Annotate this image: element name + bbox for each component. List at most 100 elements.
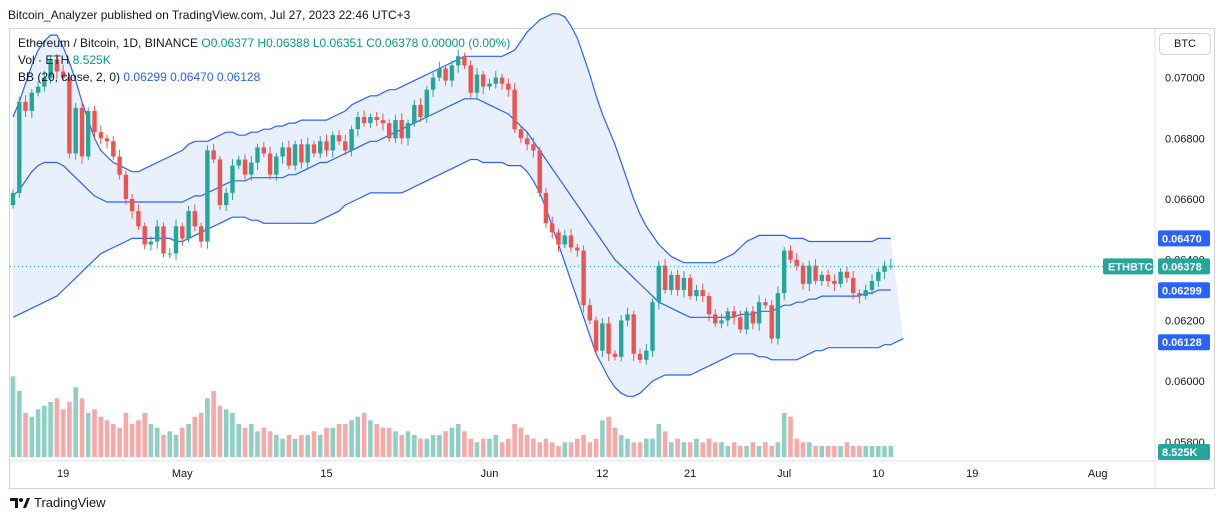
- candle[interactable]: [299, 144, 304, 163]
- candle[interactable]: [380, 120, 386, 124]
- candle[interactable]: [437, 68, 442, 78]
- candle[interactable]: [361, 117, 367, 124]
- candle[interactable]: [374, 117, 379, 120]
- candle[interactable]: [688, 277, 693, 297]
- candle[interactable]: [117, 156, 122, 175]
- candle[interactable]: [531, 144, 536, 151]
- candle[interactable]: [706, 296, 712, 315]
- candle[interactable]: [48, 59, 53, 78]
- candle[interactable]: [813, 265, 818, 281]
- candle[interactable]: [644, 350, 649, 360]
- candle[interactable]: [180, 226, 185, 239]
- candle[interactable]: [393, 120, 398, 139]
- candle[interactable]: [86, 111, 91, 157]
- candle[interactable]: [713, 314, 718, 324]
- candle[interactable]: [349, 129, 354, 151]
- candle[interactable]: [851, 277, 856, 294]
- candle[interactable]: [92, 111, 97, 133]
- candle[interactable]: [619, 320, 624, 357]
- candle[interactable]: [612, 353, 618, 357]
- candle[interactable]: [750, 311, 756, 324]
- candle[interactable]: [631, 314, 636, 354]
- candle[interactable]: [324, 141, 329, 151]
- candle[interactable]: [155, 226, 160, 242]
- candle[interactable]: [882, 265, 887, 272]
- candle[interactable]: [368, 117, 373, 124]
- candle[interactable]: [136, 211, 141, 227]
- candle[interactable]: [681, 277, 687, 290]
- volume-label[interactable]: Vol · ETH: [18, 53, 70, 67]
- candle[interactable]: [838, 271, 843, 284]
- candle[interactable]: [575, 247, 580, 251]
- candle[interactable]: [512, 89, 517, 130]
- candle[interactable]: [794, 259, 799, 266]
- candle[interactable]: [832, 280, 837, 284]
- candle[interactable]: [430, 77, 436, 90]
- candle[interactable]: [292, 144, 298, 166]
- candle[interactable]: [650, 302, 655, 351]
- candle[interactable]: [869, 280, 875, 290]
- candle[interactable]: [42, 77, 47, 87]
- candle[interactable]: [161, 226, 166, 254]
- candle[interactable]: [305, 144, 310, 163]
- candle[interactable]: [518, 129, 524, 139]
- candle[interactable]: [593, 320, 599, 351]
- candle[interactable]: [330, 135, 335, 151]
- candle[interactable]: [744, 311, 749, 330]
- candle[interactable]: [217, 159, 223, 206]
- candle[interactable]: [800, 265, 806, 284]
- candle[interactable]: [111, 141, 116, 157]
- candle[interactable]: [286, 147, 292, 166]
- candle[interactable]: [556, 232, 561, 245]
- candle[interactable]: [562, 235, 567, 245]
- candle[interactable]: [625, 314, 630, 321]
- bb-label[interactable]: BB (20, close, 2, 0): [18, 70, 121, 84]
- candle[interactable]: [224, 192, 229, 205]
- candle[interactable]: [418, 104, 423, 117]
- candle[interactable]: [700, 290, 705, 297]
- candle[interactable]: [731, 311, 737, 318]
- symbol-title[interactable]: Ethereum / Bitcoin, 1D, BINANCE: [18, 36, 199, 50]
- candle[interactable]: [462, 56, 467, 66]
- candle[interactable]: [857, 293, 862, 297]
- candle[interactable]: [587, 305, 592, 321]
- candle[interactable]: [819, 274, 824, 281]
- candle[interactable]: [35, 86, 41, 93]
- candle[interactable]: [550, 223, 555, 233]
- candle[interactable]: [73, 107, 78, 154]
- candle[interactable]: [167, 253, 172, 255]
- candle[interactable]: [211, 150, 216, 160]
- candle[interactable]: [399, 120, 404, 139]
- candle[interactable]: [775, 293, 781, 339]
- candle[interactable]: [261, 147, 266, 154]
- candle[interactable]: [104, 138, 110, 142]
- candle[interactable]: [198, 226, 204, 242]
- candle[interactable]: [311, 144, 317, 154]
- candle[interactable]: [756, 302, 762, 324]
- candle[interactable]: [412, 104, 417, 124]
- candle[interactable]: [606, 323, 611, 354]
- candle[interactable]: [405, 123, 411, 139]
- candle[interactable]: [662, 265, 668, 290]
- candle[interactable]: [863, 290, 868, 297]
- candle[interactable]: [694, 290, 699, 297]
- candle[interactable]: [543, 192, 549, 224]
- candle[interactable]: [355, 117, 360, 130]
- candle[interactable]: [336, 135, 342, 142]
- candle[interactable]: [123, 174, 129, 199]
- candle[interactable]: [98, 132, 103, 139]
- candle[interactable]: [10, 192, 16, 205]
- candle[interactable]: [782, 250, 787, 294]
- candle[interactable]: [537, 150, 542, 193]
- candle[interactable]: [825, 274, 831, 281]
- candle[interactable]: [506, 83, 511, 90]
- candle[interactable]: [443, 68, 448, 81]
- candle[interactable]: [487, 83, 492, 87]
- candle[interactable]: [600, 323, 605, 351]
- candle[interactable]: [267, 153, 273, 175]
- candle[interactable]: [481, 74, 486, 87]
- candle[interactable]: [205, 150, 210, 242]
- candle[interactable]: [788, 250, 793, 260]
- candle[interactable]: [387, 123, 392, 139]
- candle[interactable]: [17, 101, 22, 193]
